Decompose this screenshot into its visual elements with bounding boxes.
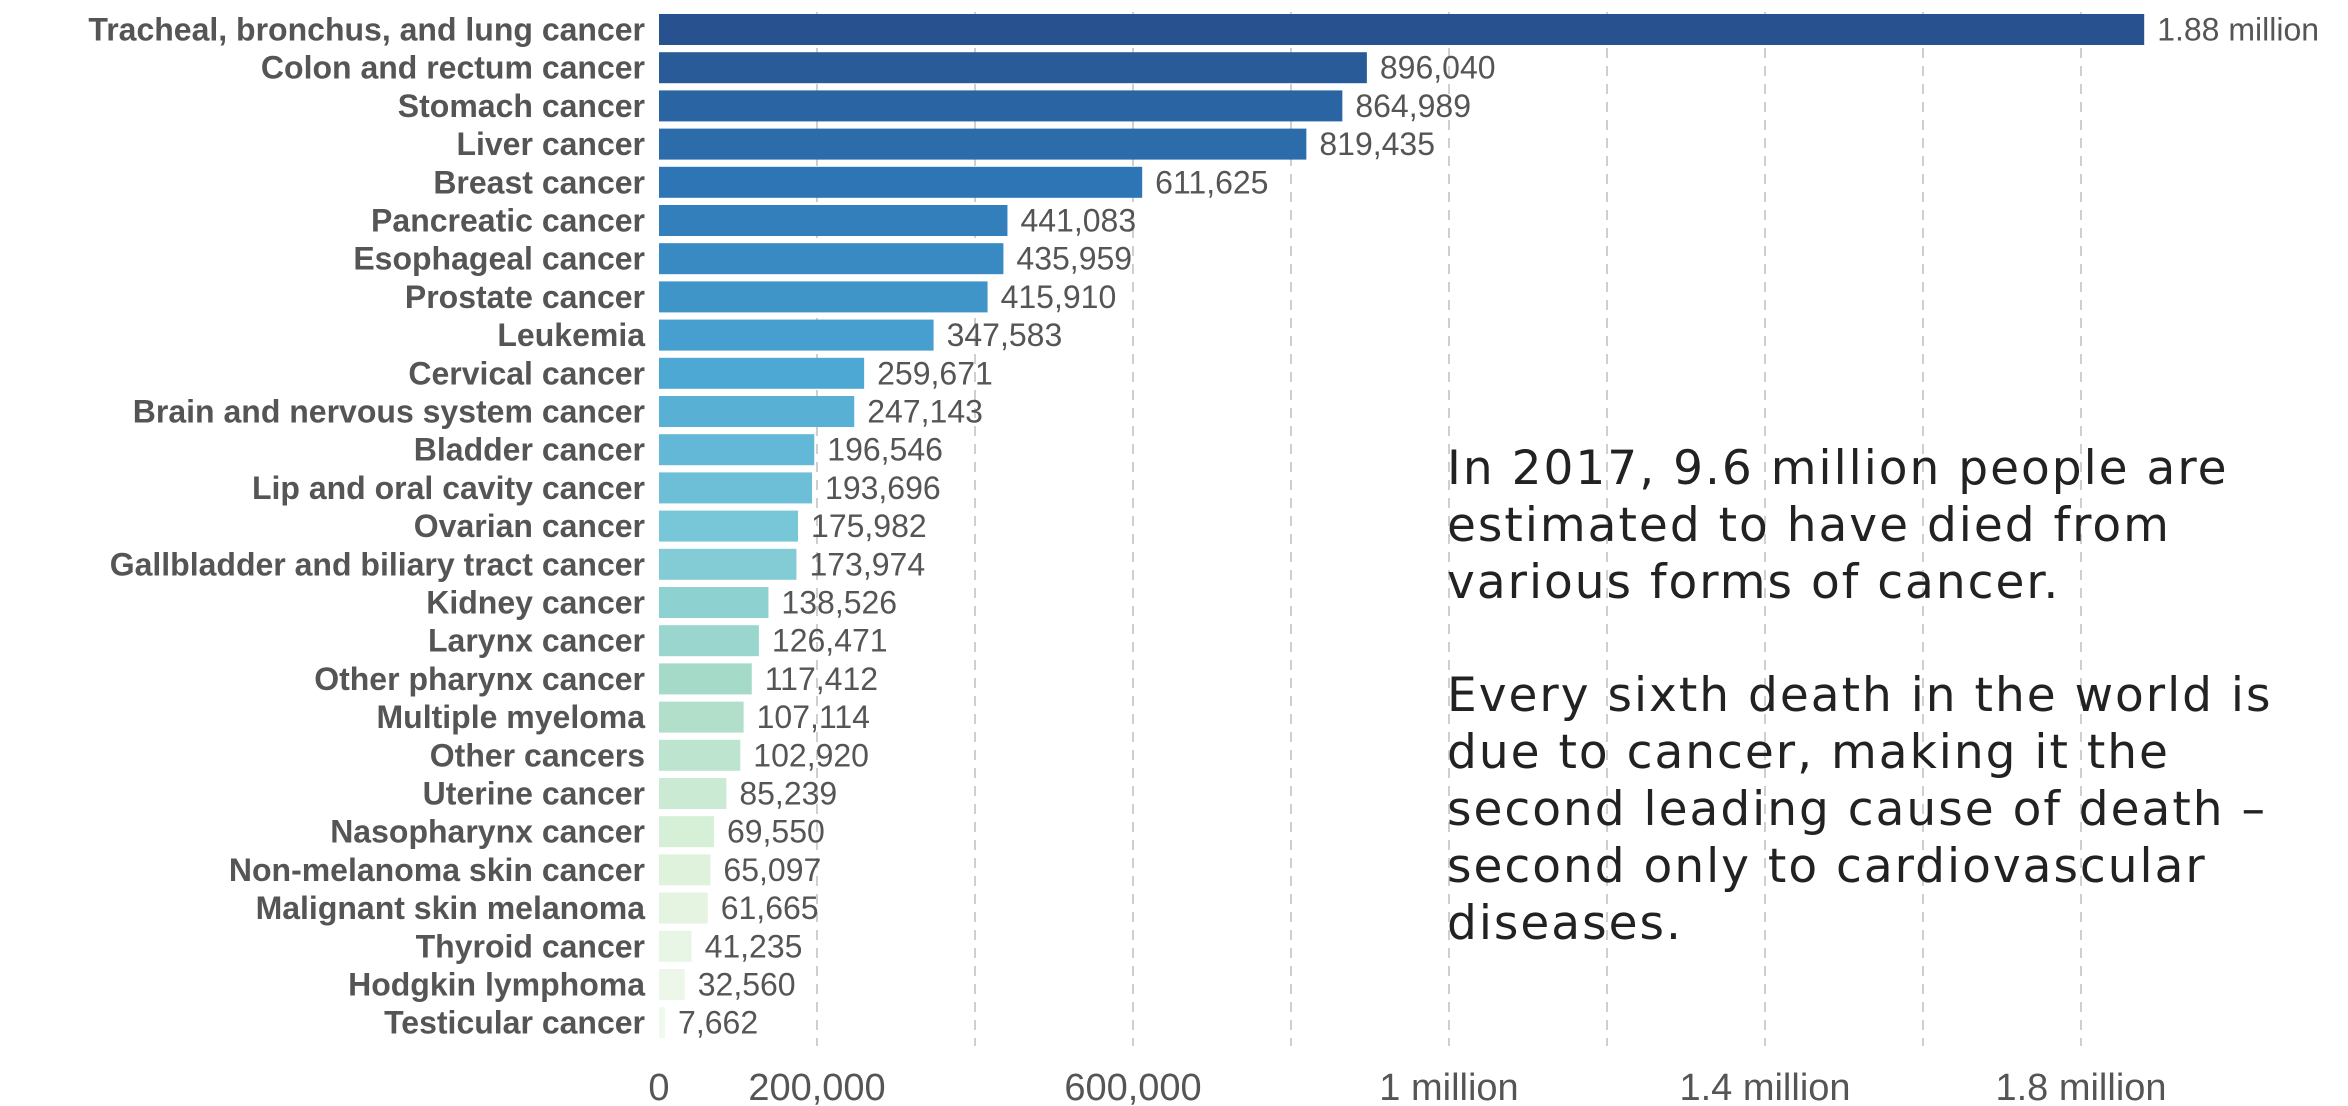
- bar: [659, 319, 934, 351]
- category-label: Breast cancer: [433, 164, 645, 200]
- category-label: Cervical cancer: [408, 355, 645, 391]
- bar: [659, 892, 708, 924]
- bar: [659, 128, 1307, 160]
- bar: [659, 816, 714, 848]
- bar: [659, 396, 855, 427]
- value-label: 41,235: [705, 928, 803, 964]
- value-label: 175,982: [811, 508, 927, 544]
- value-label: 69,550: [727, 814, 825, 850]
- bars: [659, 14, 2145, 1039]
- bar: [659, 739, 741, 771]
- category-label: Multiple myeloma: [377, 699, 646, 735]
- value-label: 896,040: [1380, 50, 1496, 86]
- category-label: Testicular cancer: [384, 1005, 645, 1041]
- value-label: 1.88 million: [2157, 12, 2319, 48]
- value-label: 107,114: [757, 699, 870, 735]
- category-label: Malignant skin melanoma: [256, 890, 646, 926]
- value-label: 193,696: [825, 470, 941, 506]
- category-label: Other cancers: [430, 737, 645, 773]
- value-label: 7,662: [678, 1005, 758, 1041]
- value-label: 441,083: [1020, 203, 1136, 239]
- category-label: Prostate cancer: [405, 279, 645, 315]
- value-label: 415,910: [1001, 279, 1117, 315]
- value-label: 611,625: [1155, 164, 1268, 200]
- value-label: 65,097: [723, 852, 821, 888]
- bar: [659, 205, 1008, 236]
- value-label: 864,989: [1355, 88, 1471, 124]
- annotation-text: In 2017, 9.6 million people are estimate…: [1447, 440, 2327, 1008]
- category-label: Ovarian cancer: [414, 508, 645, 544]
- category-label: Bladder cancer: [414, 432, 645, 468]
- bar: [659, 357, 865, 389]
- bar: [659, 587, 769, 618]
- bar: [659, 1007, 666, 1039]
- annotation-paragraph-2: Every sixth death in the world is due to…: [1447, 668, 2273, 951]
- bar: [659, 90, 1343, 122]
- bar: [659, 548, 797, 580]
- bar: [659, 663, 752, 695]
- category-label: Uterine cancer: [423, 776, 645, 812]
- value-label: 347,583: [947, 317, 1063, 353]
- category-label: Hodgkin lymphoma: [348, 967, 645, 1003]
- bar: [659, 243, 1004, 275]
- category-label: Brain and nervous system cancer: [133, 394, 645, 430]
- value-label: 102,920: [753, 737, 869, 773]
- x-tick-label: 1 million: [1379, 1067, 1518, 1106]
- category-label: Colon and rectum cancer: [261, 50, 645, 86]
- annotation-paragraph-1: In 2017, 9.6 million people are estimate…: [1447, 441, 2229, 610]
- value-label: 259,671: [877, 355, 993, 391]
- value-label: 32,560: [698, 967, 796, 1003]
- value-label: 126,471: [772, 623, 888, 659]
- category-label: Other pharynx cancer: [314, 661, 645, 697]
- bar: [659, 472, 813, 504]
- category-label: Larynx cancer: [428, 623, 645, 659]
- value-label: 173,974: [809, 546, 925, 582]
- category-label: Leukemia: [497, 317, 645, 353]
- value-label: 85,239: [739, 776, 837, 812]
- value-label: 435,959: [1016, 241, 1132, 277]
- value-label: 819,435: [1319, 126, 1435, 162]
- bar: [659, 625, 759, 657]
- bar: [659, 854, 711, 886]
- category-label: Pancreatic cancer: [371, 203, 645, 239]
- bar: [659, 166, 1143, 198]
- value-label: 117,412: [765, 661, 878, 697]
- x-tick-label: 1.4 million: [1679, 1067, 1850, 1106]
- bar: [659, 434, 815, 466]
- value-label: 61,665: [721, 890, 819, 926]
- bar: [659, 969, 685, 1000]
- category-label: Gallbladder and biliary tract cancer: [110, 546, 645, 582]
- category-label: Thyroid cancer: [416, 928, 645, 964]
- bar: [659, 930, 692, 962]
- x-tick-label: 1.8 million: [1995, 1067, 2166, 1106]
- bar: [659, 510, 799, 542]
- bar: [659, 14, 2145, 45]
- value-label: 247,143: [867, 394, 983, 430]
- category-label: Tracheal, bronchus, and lung cancer: [88, 12, 645, 48]
- category-label: Nasopharynx cancer: [330, 814, 645, 850]
- bar: [659, 281, 988, 313]
- category-labels: Tracheal, bronchus, and lung cancerColon…: [88, 12, 645, 1041]
- category-label: Lip and oral cavity cancer: [252, 470, 645, 506]
- x-axis-ticks: 0 200,000 600,000 1 million 1.4 million 1.8 m…: [648, 1067, 2166, 1106]
- category-label: Non-melanoma skin cancer: [229, 852, 645, 888]
- bar: [659, 52, 1367, 84]
- x-tick-label: 600,000: [1064, 1067, 1201, 1106]
- value-label: 138,526: [781, 585, 897, 621]
- bar: [659, 701, 744, 733]
- value-label: 196,546: [827, 432, 943, 468]
- category-label: Stomach cancer: [398, 88, 645, 124]
- category-label: Liver cancer: [456, 126, 645, 162]
- category-label: Kidney cancer: [426, 585, 645, 621]
- category-label: Esophageal cancer: [353, 241, 645, 277]
- x-tick-label: 200,000: [748, 1067, 885, 1106]
- bar: [659, 778, 727, 809]
- x-tick-label: 0: [648, 1067, 669, 1106]
